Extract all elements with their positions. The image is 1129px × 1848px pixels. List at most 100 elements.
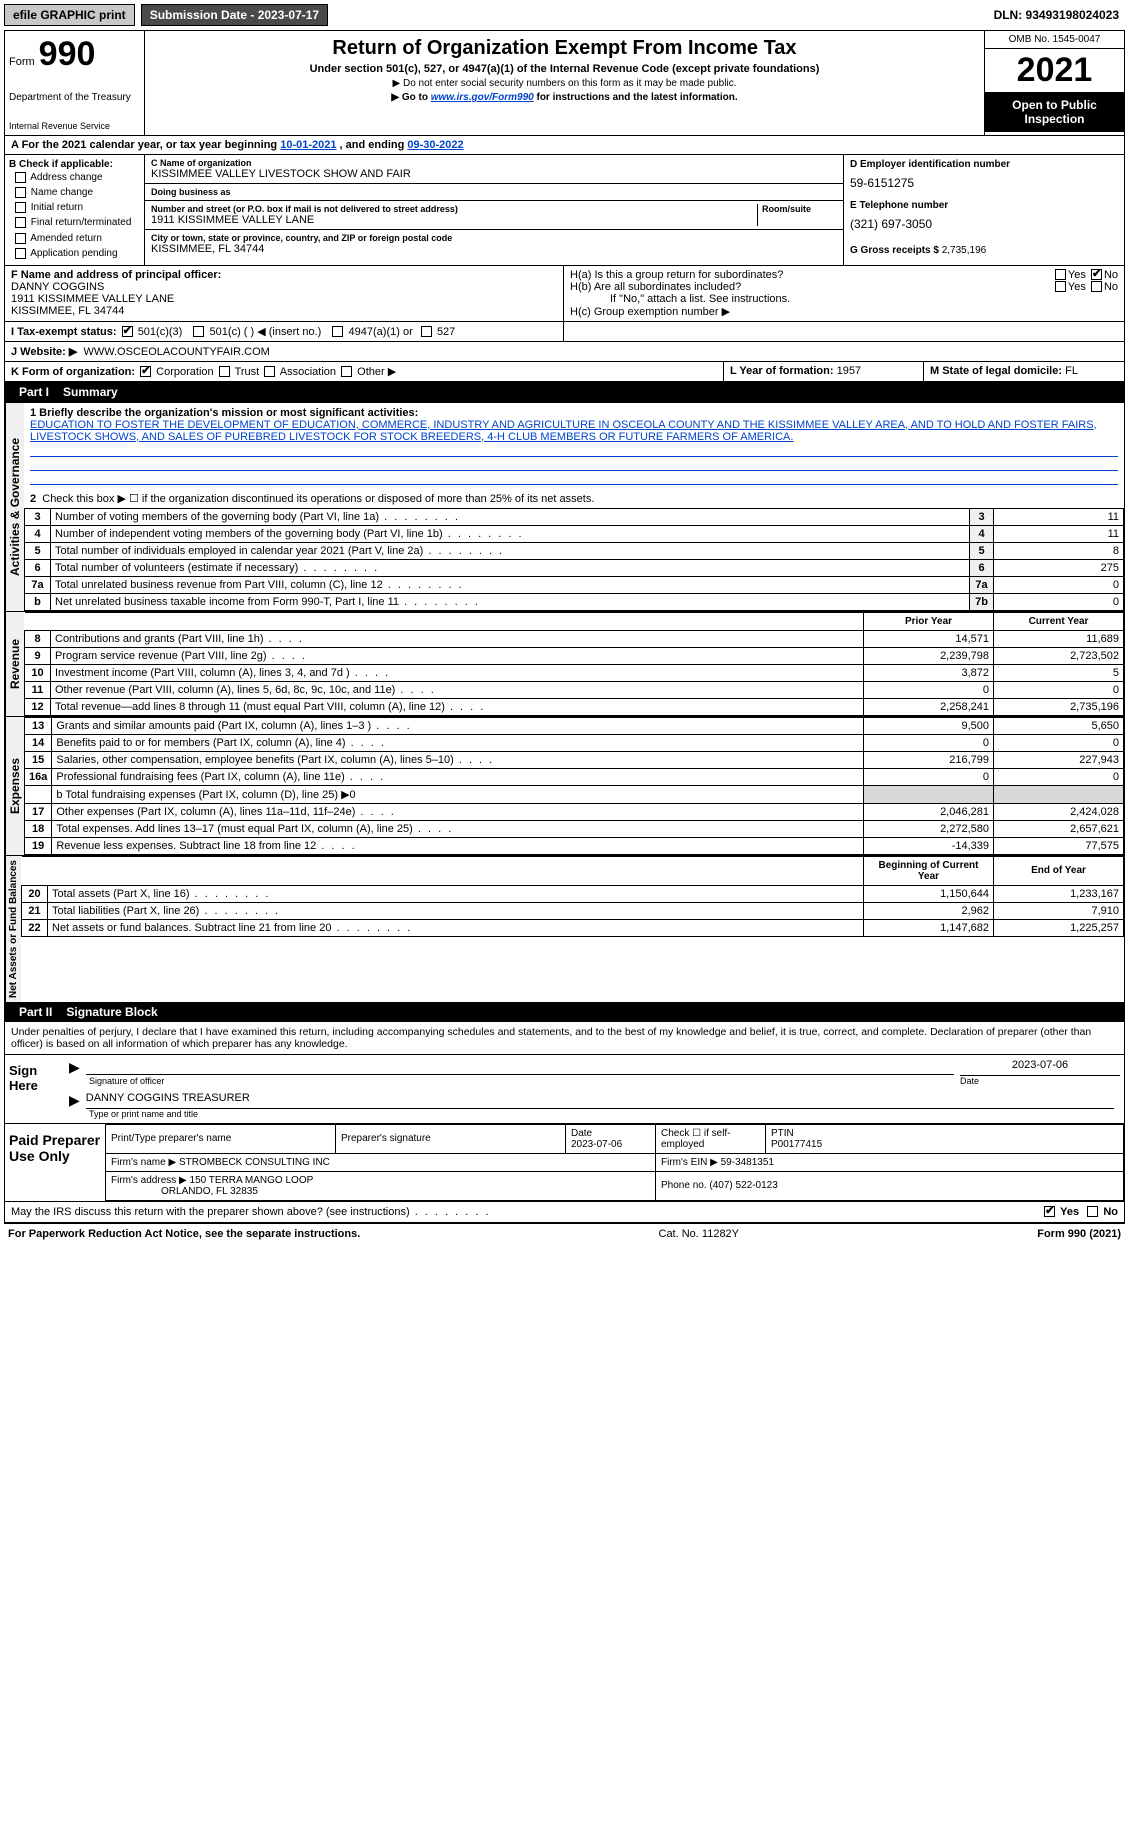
trust-checkbox[interactable] [219,366,230,377]
initial-return-checkbox[interactable] [15,202,26,213]
discuss-yes-checkbox[interactable] [1044,1206,1055,1217]
hb-no-checkbox[interactable] [1091,281,1102,292]
net-assets-table: Beginning of Current YearEnd of Year 20T… [21,856,1124,937]
corp-checkbox[interactable] [140,366,151,377]
firm-ein: 59-3481351 [721,1157,774,1168]
application-pending-checkbox[interactable] [15,248,26,259]
current-year-val: 2,735,196 [994,698,1124,715]
line-desc: Benefits paid to or for members (Part IX… [52,734,864,751]
end-year-val: 7,910 [994,902,1124,919]
line-desc: Net assets or fund balances. Subtract li… [48,919,864,936]
block-d-e-g: D Employer identification number 59-6151… [844,155,1124,265]
form-year-block: OMB No. 1545-0047 2021 Open to Public In… [984,31,1124,135]
prior-year-val: 0 [864,734,994,751]
begin-year-val: 1,147,682 [864,919,994,936]
line-val: 0 [994,593,1124,610]
dln-label: DLN: 93493198024023 [994,8,1125,22]
527-checkbox[interactable] [421,326,432,337]
ha-no-checkbox[interactable] [1091,269,1102,280]
prior-year-val: -14,339 [864,837,994,854]
page-footer: For Paperwork Reduction Act Notice, see … [0,1224,1129,1244]
street-address: 1911 KISSIMMEE VALLEY LANE [151,214,757,226]
line-num: 16a [25,768,52,785]
hb-yes-checkbox[interactable] [1055,281,1066,292]
line-num: 18 [25,820,52,837]
form-label: Form [9,56,35,68]
prior-year-val: 14,571 [864,630,994,647]
tax-exempt-status: I Tax-exempt status: 501(c)(3) 501(c) ( … [5,322,564,341]
form-note-link: ▶ Go to www.irs.gov/Form990 for instruct… [151,92,978,103]
prior-year-val: 3,872 [864,664,994,681]
line-num: 21 [22,902,48,919]
begin-year-val: 1,150,644 [864,885,994,902]
final-return-checkbox[interactable] [15,217,26,228]
open-to-public: Open to Public Inspection [985,92,1124,132]
block-c-org-info: C Name of organization KISSIMMEE VALLEY … [145,155,844,265]
dept-treasury: Department of the Treasury [9,92,140,103]
discuss-no-checkbox[interactable] [1087,1206,1098,1217]
current-year-val: 77,575 [994,837,1124,854]
expenses-tab: Expenses [5,717,24,855]
line-desc: Number of voting members of the governin… [51,508,970,525]
assoc-checkbox[interactable] [264,366,275,377]
prior-year-val: 2,239,798 [864,647,994,664]
current-year-val: 0 [994,734,1124,751]
line-desc: Revenue less expenses. Subtract line 18 … [52,837,864,854]
line-num: 17 [25,803,52,820]
line-num: 9 [25,647,51,664]
ha-yes-checkbox[interactable] [1055,269,1066,280]
line-desc: Total liabilities (Part X, line 26) [48,902,864,919]
amended-return-checkbox[interactable] [15,233,26,244]
prior-year-val: 216,799 [864,751,994,768]
ein: 59-6151275 [850,170,1118,196]
line-num: 15 [25,751,52,768]
line-num: 12 [25,698,51,715]
hc-block [564,322,1124,341]
line-desc: Professional fundraising fees (Part IX, … [52,768,864,785]
line-desc: Total expenses. Add lines 13–17 (must eq… [52,820,864,837]
begin-year-val: 2,962 [864,902,994,919]
arrow-icon: ▶ [69,1059,80,1076]
prior-year-val: 9,500 [864,717,994,734]
submission-date-badge: Submission Date - 2023-07-17 [141,4,328,26]
line-num: 8 [25,630,51,647]
501c3-checkbox[interactable] [122,326,133,337]
form-subtitle: Under section 501(c), 527, or 4947(a)(1)… [151,63,978,75]
current-year-val: 0 [994,768,1124,785]
501c-checkbox[interactable] [193,326,204,337]
form-title: Return of Organization Exempt From Incom… [151,37,978,60]
line-desc: Grants and similar amounts paid (Part IX… [52,717,864,734]
org-name: KISSIMMEE VALLEY LIVESTOCK SHOW AND FAIR [151,168,837,180]
line-desc: Net unrelated business taxable income fr… [51,593,970,610]
address-change-checkbox[interactable] [15,172,26,183]
website-row: J Website: ▶ WWW.OSCEOLACOUNTYFAIR.COM [5,342,1124,362]
prior-year-val: 0 [864,681,994,698]
line-desc: Other revenue (Part VIII, column (A), li… [51,681,864,698]
line-desc: Total revenue—add lines 8 through 11 (mu… [51,698,864,715]
line-key: 7a [970,576,994,593]
line-desc: Total assets (Part X, line 16) [48,885,864,902]
form-title-block: Return of Organization Exempt From Incom… [145,31,984,135]
paid-preparer-label: Paid Preparer Use Only [5,1124,105,1201]
group-return-block: H(a) Is this a group return for subordin… [564,266,1124,321]
firm-addr1: 150 TERRA MANGO LOOP [190,1175,314,1186]
ptin: P00177415 [771,1139,822,1150]
prior-year-val: 0 [864,768,994,785]
end-year-val: 1,225,257 [994,919,1124,936]
firm-phone: (407) 522-0123 [709,1180,777,1191]
mission-text: EDUCATION TO FOSTER THE DEVELOPMENT OF E… [30,419,1097,443]
line-key: 5 [970,542,994,559]
name-change-checkbox[interactable] [15,187,26,198]
irs-link[interactable]: www.irs.gov/Form990 [431,92,534,103]
current-year-val: 2,657,621 [994,820,1124,837]
other-checkbox[interactable] [341,366,352,377]
form-number-block: Form 990 Department of the Treasury Inte… [5,31,145,135]
efile-badge: efile GRAPHIC print [4,4,135,26]
block-b-checkboxes: B Check if applicable: Address change Na… [5,155,145,265]
tax-year: 2021 [985,49,1124,92]
line-desc: Total number of volunteers (estimate if … [51,559,970,576]
4947-checkbox[interactable] [332,326,343,337]
line-num: 4 [25,525,51,542]
mission-block: 1 Briefly describe the organization's mi… [24,403,1124,489]
line-num: 7a [25,576,51,593]
